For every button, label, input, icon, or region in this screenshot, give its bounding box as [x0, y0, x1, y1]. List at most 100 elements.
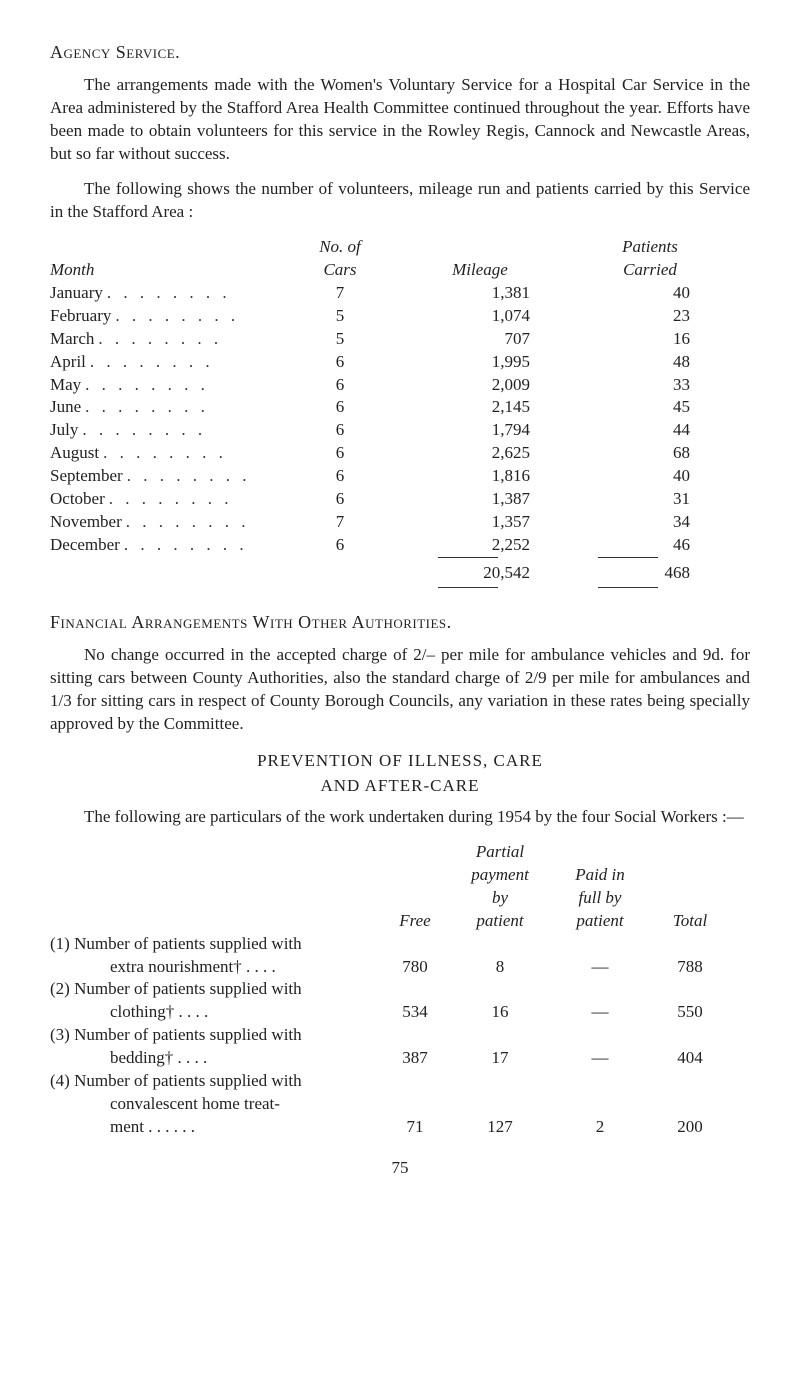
mileage-row: January. . . . . . . .71,38140 — [50, 282, 750, 305]
header-mileage: Mileage — [390, 259, 570, 282]
header-no-of: No. of — [290, 236, 390, 259]
cars-value: 5 — [290, 305, 390, 328]
item-number: (3) — [50, 1025, 70, 1044]
total-value: 404 — [650, 1047, 730, 1070]
cars-value: 6 — [290, 488, 390, 511]
month-name: April — [50, 351, 86, 374]
leader-dots: . . . . . . . . — [120, 534, 290, 557]
mileage-value: 1,816 — [390, 465, 570, 488]
leader-dots: . . . . . . . . — [122, 511, 290, 534]
paragraph-1: The arrangements made with the Women's V… — [50, 74, 750, 166]
social-row: (4) Number of patients supplied withconv… — [50, 1070, 750, 1139]
leader-dots: . . . . . . . . — [78, 419, 290, 442]
item-label: (1) Number of patients supplied withextr… — [50, 933, 380, 979]
mileage-row: July. . . . . . . .61,79444 — [50, 419, 750, 442]
hdr-paid-l2: full by — [550, 887, 650, 910]
cars-value: 6 — [290, 534, 390, 557]
item-label: (2) Number of patients supplied withclot… — [50, 978, 380, 1024]
cars-value: 6 — [290, 419, 390, 442]
cars-value: 7 — [290, 511, 390, 534]
page-number: 75 — [50, 1157, 750, 1180]
paid-value: — — [550, 1001, 650, 1024]
mileage-value: 1,387 — [390, 488, 570, 511]
month-name: December — [50, 534, 120, 557]
mileage-row: April. . . . . . . .61,99548 — [50, 351, 750, 374]
month-name: July — [50, 419, 78, 442]
mileage-value: 2,145 — [390, 396, 570, 419]
item-line1: Number of patients supplied with — [74, 1071, 302, 1090]
patients-value: 45 — [570, 396, 730, 419]
paragraph-2: The following shows the number of volunt… — [50, 178, 750, 224]
month-name: September — [50, 465, 123, 488]
item-number: (4) — [50, 1071, 70, 1090]
hdr-paid-l3: patient — [550, 910, 650, 933]
leader-dots: . . . . . . . . — [103, 282, 290, 305]
mileage-value: 707 — [390, 328, 570, 351]
paid-value: 2 — [550, 1116, 650, 1139]
hdr-partial-l1: Partial — [450, 841, 550, 864]
item-line2: bedding† — [110, 1048, 173, 1067]
mileage-table: No. of Patients Month Cars Mileage Carri… — [50, 236, 750, 588]
hdr-paid-l1: Paid in — [550, 864, 650, 887]
item-number: (2) — [50, 979, 70, 998]
patients-value: 34 — [570, 511, 730, 534]
partial-value: 16 — [450, 1001, 550, 1024]
item-label: (4) Number of patients supplied withconv… — [50, 1070, 380, 1139]
free-value: 71 — [380, 1116, 450, 1139]
leader-dots: . . . . — [173, 1048, 207, 1067]
total-mileage: 20,542 — [390, 562, 570, 585]
partial-value: 8 — [450, 956, 550, 979]
total-patients: 468 — [570, 562, 730, 585]
mileage-row: October. . . . . . . .61,38731 — [50, 488, 750, 511]
mileage-value: 1,794 — [390, 419, 570, 442]
cars-value: 7 — [290, 282, 390, 305]
leader-dots: . . . . — [242, 957, 276, 976]
cars-value: 6 — [290, 374, 390, 397]
mileage-row: March. . . . . . . .570716 — [50, 328, 750, 351]
social-row: (1) Number of patients supplied withextr… — [50, 933, 750, 979]
item-line2: extra nourishment† — [110, 957, 242, 976]
total-value: 200 — [650, 1116, 730, 1139]
prevention-line-2: AND AFTER-CARE — [50, 775, 750, 798]
month-name: May — [50, 374, 81, 397]
leader-dots: . . . . . . . . — [99, 442, 290, 465]
leader-dots: . . . . . . . . — [94, 328, 290, 351]
mileage-row: November. . . . . . . .71,35734 — [50, 511, 750, 534]
prevention-heading: PREVENTION OF ILLNESS, CARE AND AFTER-CA… — [50, 750, 750, 798]
paragraph-4: The following are particulars of the wor… — [50, 806, 750, 829]
patients-value: 48 — [570, 351, 730, 374]
leader-dots: . . . . . . . . — [123, 465, 290, 488]
paragraph-3: No change occurred in the accepted charg… — [50, 644, 750, 736]
cars-value: 6 — [290, 465, 390, 488]
patients-value: 40 — [570, 282, 730, 305]
total-value: 788 — [650, 956, 730, 979]
month-name: June — [50, 396, 81, 419]
month-name: October — [50, 488, 105, 511]
hdr-partial-l3: by — [450, 887, 550, 910]
leader-dots: . . . . . . . . — [81, 396, 290, 419]
header-cars: Cars — [290, 259, 390, 282]
item-label: (3) Number of patients supplied with bedd… — [50, 1024, 380, 1070]
mileage-totals-row: 20,542 468 — [50, 562, 750, 585]
patients-value: 33 — [570, 374, 730, 397]
mileage-value: 1,995 — [390, 351, 570, 374]
patients-value: 68 — [570, 442, 730, 465]
mileage-value: 2,252 — [390, 534, 570, 557]
hdr-partial-l4: patient — [450, 910, 550, 933]
leader-dots: . . . . — [174, 1002, 208, 1021]
social-row: (3) Number of patients supplied with bedd… — [50, 1024, 750, 1070]
header-patients-bot: Carried — [570, 259, 730, 282]
mileage-row: February. . . . . . . .51,07423 — [50, 305, 750, 328]
month-name: February — [50, 305, 111, 328]
hdr-total: Total — [650, 910, 730, 933]
month-name: August — [50, 442, 99, 465]
cars-value: 6 — [290, 351, 390, 374]
mileage-row: September. . . . . . . .61,81640 — [50, 465, 750, 488]
mileage-value: 2,625 — [390, 442, 570, 465]
mileage-value: 1,381 — [390, 282, 570, 305]
item-line3: ment — [110, 1117, 144, 1136]
patients-value: 23 — [570, 305, 730, 328]
item-line1: Number of patients supplied with — [74, 1025, 302, 1044]
paid-value: — — [550, 1047, 650, 1070]
leader-dots: . . . . . . . . — [111, 305, 290, 328]
